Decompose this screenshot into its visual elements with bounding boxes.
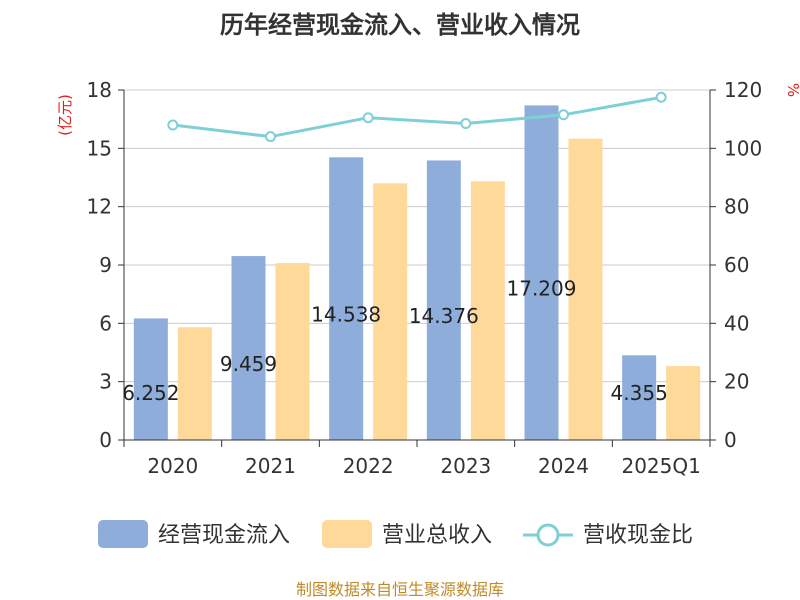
left-tick-label: 0 [99,428,112,452]
right-tick-label: 120 [724,78,762,102]
x-tick-label: 2024 [538,454,589,478]
axes: 0 3 6 9 12 15 18 0 20 40 60 80 100 120 2020 2021 2022 202… [87,78,763,478]
x-tick-label: 2021 [245,454,296,478]
left-tick-label: 15 [87,136,112,160]
chart-title: 历年经营现金流入、营业收入情况 [220,11,580,39]
x-tick-label: 2025Q1 [621,454,700,478]
left-tick-label: 9 [99,253,112,277]
left-axis-unit: (亿元) [56,94,74,136]
left-tick-label: 12 [87,195,112,219]
right-axis-unit: % [784,83,800,97]
point-ratio [460,118,472,130]
right-tick-label: 0 [724,428,737,452]
legend-label-ratio: 营收现金比 [583,523,693,548]
right-tick-label: 80 [724,195,749,219]
bar-cash-inflow [133,318,168,440]
line-series [167,91,667,143]
legend-label-revenue: 营业总收入 [382,523,492,548]
x-tick-label: 2023 [440,454,491,478]
right-tick-label: 40 [724,311,749,335]
data-label-cash-inflow: 4.355 [611,381,668,405]
data-label-cash-inflow: 14.538 [311,303,381,327]
bar-revenue [177,327,212,440]
bar-cash-inflow [231,256,266,440]
legend-label-cash-inflow: 经营现金流入 [158,523,290,548]
bar-revenue [275,263,310,440]
legend-marker-ratio [536,523,560,547]
data-label-cash-inflow: 17.209 [507,277,577,301]
x-tick-label: 2020 [147,454,198,478]
bar-revenue [568,138,603,440]
point-ratio [265,131,276,143]
point-ratio [362,112,374,124]
bar-revenue [373,183,408,441]
line-ratio [172,95,662,139]
data-label-cash-inflow: 6.252 [122,381,179,405]
point-ratio [558,109,569,121]
bar-cash-inflow [524,105,559,440]
left-tick-label: 3 [99,370,112,394]
data-label-cash-inflow: 14.376 [409,304,479,328]
right-tick-label: 60 [724,253,749,277]
bar-cash-inflow [329,157,364,441]
bar-cash-inflow [622,355,657,440]
legend: 经营现金流入 营业总收入 营收现金比 [98,520,693,548]
bar-cash-inflow [426,160,461,440]
bar-revenue [666,366,701,440]
gridlines [124,89,710,383]
data-labels: 6.252 9.459 14.538 14.376 17.209 4.355 [122,277,668,405]
bar-revenue [470,181,505,440]
source-note: 制图数据来自恒生聚源数据库 [296,580,504,599]
point-ratio [655,91,667,103]
legend-swatch-cash-inflow [98,520,148,548]
left-tick-label: 6 [99,311,112,335]
left-tick-label: 18 [87,78,112,102]
bars [133,105,701,441]
point-ratio [167,119,179,131]
data-label-cash-inflow: 9.459 [220,352,277,376]
right-tick-label: 20 [724,370,749,394]
legend-swatch-revenue [322,520,372,548]
right-tick-label: 100 [724,136,762,160]
x-tick-label: 2022 [343,454,394,478]
